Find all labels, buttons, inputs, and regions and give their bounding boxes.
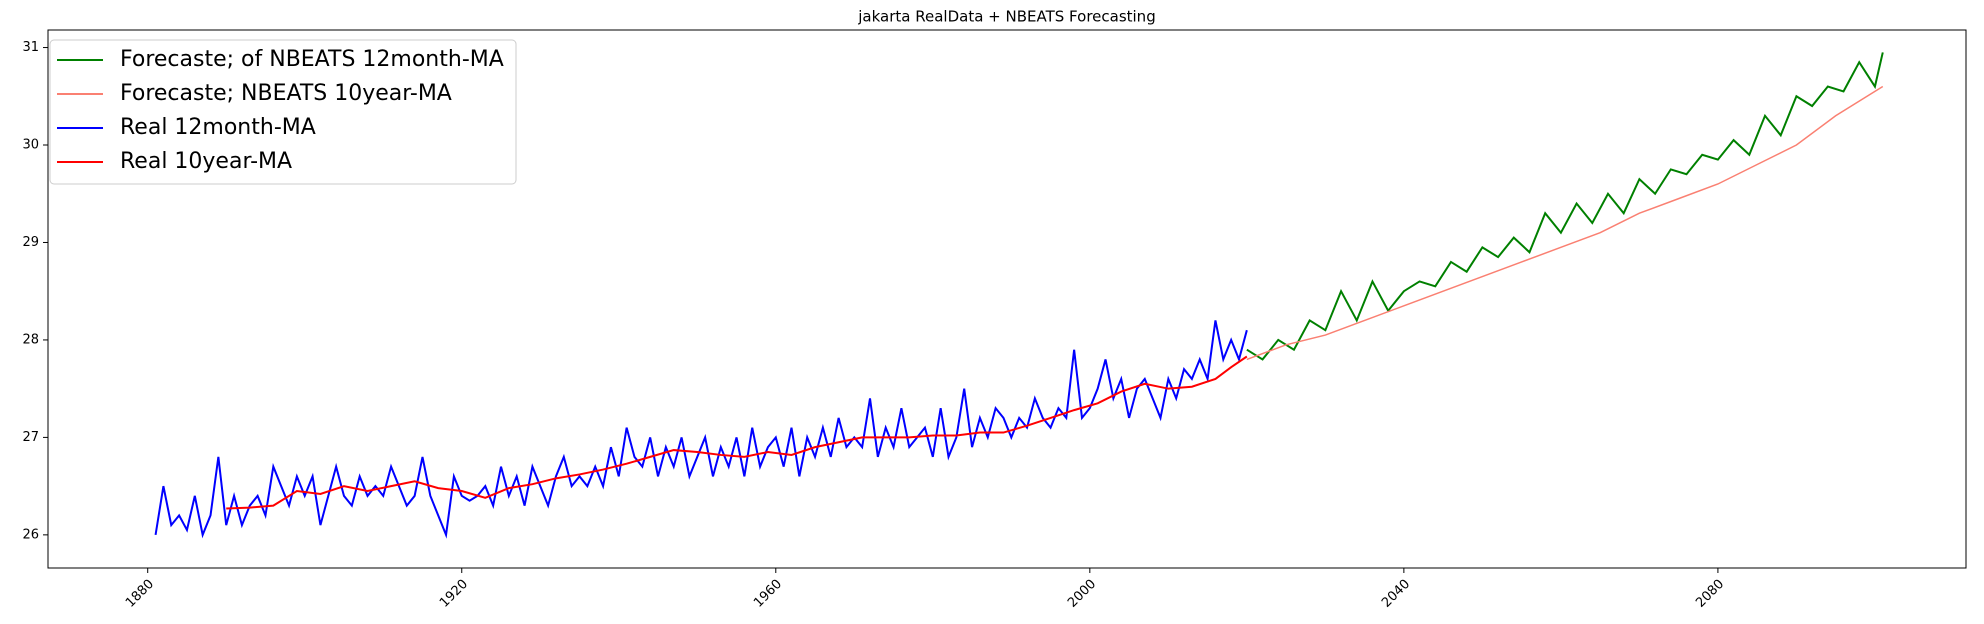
y-tick-label: 30: [22, 138, 39, 153]
x-tick-label: 2040: [1379, 577, 1413, 611]
y-tick-label: 31: [22, 40, 39, 55]
y-tick-label: 26: [22, 527, 39, 542]
y-tick-label: 29: [22, 235, 39, 250]
x-tick-label: 1960: [751, 577, 785, 611]
legend-box: [49, 39, 517, 185]
series-line: [226, 355, 1248, 510]
series-line: [154, 320, 1248, 539]
y-tick-label: 27: [22, 430, 39, 445]
legend-label: Real 10year-MA: [120, 149, 292, 174]
y-tick-label: 28: [22, 332, 39, 347]
chart-title: jakarta RealData + NBEATS Forecasting: [857, 8, 1155, 26]
x-tick-label: 2000: [1065, 577, 1099, 611]
plot-frame: [47, 29, 1967, 569]
x-tick-label: 1920: [437, 577, 471, 611]
x-tick-label: 2080: [1693, 577, 1727, 611]
legend-label: Real 12month-MA: [120, 115, 316, 140]
x-tick-label: 1880: [123, 577, 157, 611]
legend-label: Forecaste; NBEATS 10year-MA: [120, 81, 452, 106]
series-line: [1246, 52, 1884, 361]
legend-label: Forecaste; of NBEATS 12month-MA: [120, 47, 504, 72]
series-line: [1246, 85, 1884, 361]
